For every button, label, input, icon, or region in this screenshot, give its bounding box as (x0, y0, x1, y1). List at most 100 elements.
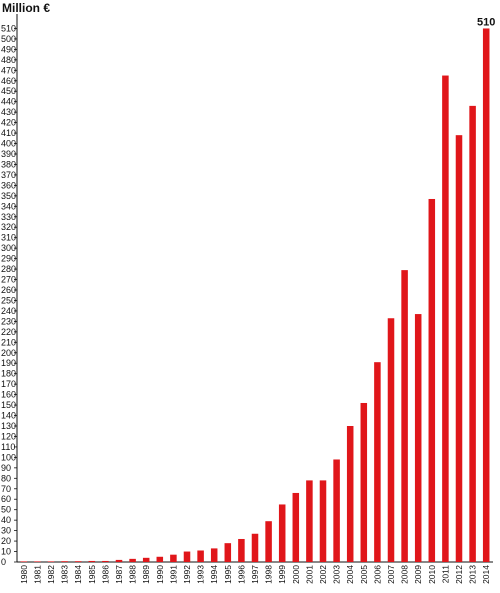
y-tick-label: 110 (1, 442, 15, 452)
y-tick-label: 50 (1, 505, 11, 515)
x-tick-label: 2006 (372, 565, 382, 584)
y-tick-label: 170 (1, 379, 16, 389)
bar-2013 (469, 105, 476, 562)
bar-1994 (210, 548, 218, 562)
bar-1983 (61, 561, 68, 562)
y-tick-label: 140 (1, 411, 16, 421)
y-tick-label: 380 (1, 159, 16, 169)
y-tick-label: 510 (1, 23, 16, 33)
y-tick-label: 340 (1, 201, 16, 211)
y-tick-label: 420 (1, 118, 16, 128)
y-tick-label: 0 (1, 557, 6, 567)
y-tick-label: 180 (1, 369, 16, 379)
y-tick-label: 400 (1, 139, 16, 149)
bar-2000 (292, 492, 300, 562)
bar-1992 (183, 551, 191, 562)
bar-1991 (170, 554, 177, 562)
y-tick-label: 260 (1, 285, 16, 295)
bar-1988 (129, 558, 136, 562)
x-tick-label: 1982 (46, 565, 56, 584)
y-tick-label: 120 (1, 431, 16, 441)
x-tick-label: 2004 (345, 565, 355, 584)
bar-2011 (442, 75, 449, 563)
y-tick-label: 310 (1, 233, 16, 243)
x-tick-label: 2003 (332, 565, 342, 584)
y-tick-label: 450 (1, 86, 16, 96)
bar-1986 (102, 560, 109, 562)
bar-1982 (47, 561, 55, 562)
bar-2004 (346, 426, 354, 562)
y-tick-label: 220 (1, 327, 16, 337)
x-tick-label: 2009 (413, 565, 423, 584)
x-tick-label: 1994 (209, 565, 219, 584)
x-tick-label: 2001 (304, 565, 314, 584)
x-tick-label: 1993 (196, 565, 206, 584)
y-tick-label: 30 (1, 526, 11, 536)
y-tick-label: 210 (1, 337, 16, 347)
bar-2012 (455, 135, 463, 562)
x-tick-label: 1997 (250, 565, 260, 584)
y-tick-label: 150 (1, 400, 16, 410)
y-tick-label: 360 (1, 180, 16, 190)
bar-2009 (414, 314, 422, 562)
x-tick-label: 2010 (427, 565, 437, 584)
data-label-2014: 510 (477, 16, 495, 28)
x-tick-label: 1988 (128, 565, 138, 584)
y-tick-label: 100 (1, 452, 16, 462)
y-axis-unit-label: Million € (2, 1, 50, 15)
y-tick-label: 480 (1, 55, 16, 65)
x-tick-label: 1991 (168, 565, 178, 584)
bar-1990 (156, 556, 164, 562)
bar-2008 (401, 270, 408, 562)
x-tick-label: 2002 (318, 565, 328, 584)
y-tick-label: 290 (1, 254, 16, 264)
x-tick-label: 1995 (223, 565, 233, 584)
x-tick-label: 2007 (386, 565, 396, 584)
bar-1984 (74, 561, 82, 562)
x-tick-label: 1987 (114, 565, 124, 584)
x-tick-label: 2005 (359, 565, 369, 584)
x-tick-label: 1992 (182, 565, 192, 584)
x-tick-label: 2008 (400, 565, 410, 584)
x-tick-label: 1985 (87, 565, 97, 584)
x-tick-label: 2011 (440, 565, 450, 584)
y-tick-label: 300 (1, 243, 16, 253)
x-tick-label: 2000 (291, 565, 301, 584)
y-tick-label: 370 (1, 170, 16, 180)
x-tick-label: 1999 (277, 565, 287, 584)
bar-1997 (251, 533, 259, 562)
bar-2007 (387, 318, 395, 562)
y-tick-label: 20 (1, 536, 11, 546)
y-tick-label: 70 (1, 484, 11, 494)
bar-1985 (88, 560, 96, 562)
y-tick-label: 130 (1, 421, 16, 431)
y-tick-label: 320 (1, 222, 16, 232)
bar-1998 (265, 521, 272, 562)
y-tick-label: 240 (1, 306, 16, 316)
x-tick-label: 1980 (19, 565, 29, 584)
y-tick-label: 470 (1, 65, 16, 75)
y-tick-label: 500 (1, 34, 16, 44)
bar-1993 (197, 550, 204, 562)
x-tick-label: 1996 (236, 565, 246, 584)
y-tick-label: 60 (1, 494, 11, 504)
x-tick-label: 2012 (454, 565, 464, 584)
x-tick-label: 2014 (481, 565, 491, 584)
bar-1996 (238, 538, 245, 562)
bar-1995 (224, 543, 232, 562)
y-tick-label: 280 (1, 264, 16, 274)
x-tick-label: 1984 (73, 565, 83, 584)
y-tick-label: 10 (1, 547, 11, 557)
y-tick-label: 90 (1, 463, 11, 473)
bar-1980 (20, 561, 28, 562)
x-tick-label: 2013 (468, 565, 478, 584)
y-tick-label: 40 (1, 515, 11, 525)
x-tick-label: 1998 (264, 565, 274, 584)
y-tick-label: 330 (1, 212, 16, 222)
y-tick-label: 230 (1, 316, 16, 326)
x-tick-label: 1983 (60, 565, 70, 584)
y-tick-label: 440 (1, 97, 16, 107)
bar-2002 (319, 480, 327, 562)
